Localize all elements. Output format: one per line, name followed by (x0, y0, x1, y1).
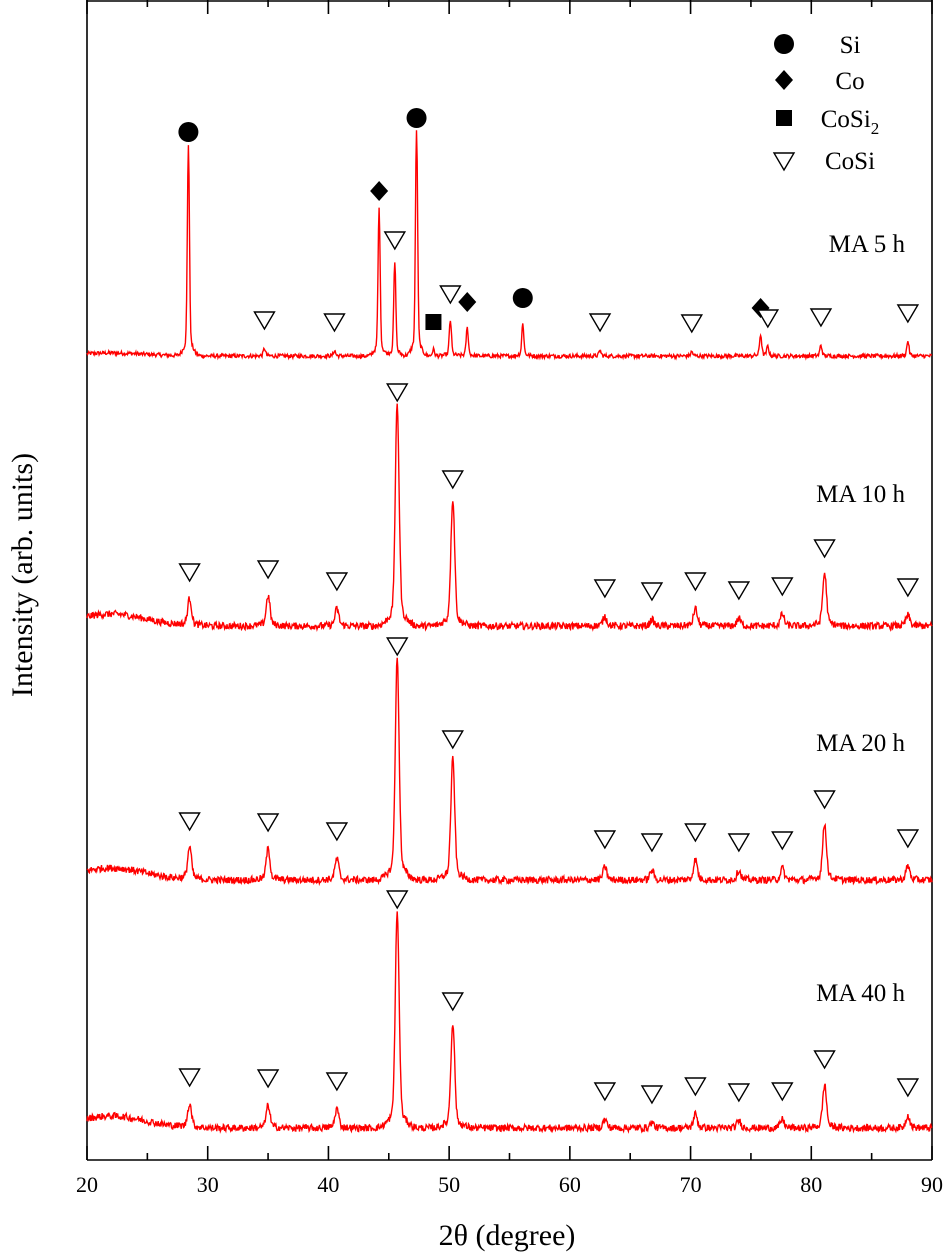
cosi-peak-marker (727, 581, 751, 601)
x-axis-ticks: 20 30 40 50 60 70 80 90 (76, 0, 943, 1197)
xrd-trace (86, 130, 932, 361)
cosi-peak-marker (809, 308, 833, 328)
cosi-peak-marker (386, 383, 409, 403)
cosi-peak-marker (325, 1072, 349, 1092)
cosi-peak-marker (727, 833, 751, 853)
legend-si-marker (774, 34, 794, 54)
cosi-peak-marker (727, 1083, 751, 1103)
cosi-peak-marker (640, 1085, 664, 1105)
x-tick-label: 50 (438, 1172, 460, 1197)
cosi-peak-marker (896, 1078, 920, 1098)
cosi-peak-marker (771, 831, 794, 851)
cosi2-peak-marker (425, 314, 442, 330)
si-peak-marker (406, 108, 427, 128)
legend-label: CoSi2 (821, 106, 880, 138)
cosi-peak-marker (323, 313, 346, 333)
cosi-peak-marker (756, 309, 780, 329)
cosi-peak-marker (178, 812, 201, 832)
cosi-peak-marker (441, 730, 464, 750)
cosi-peak-marker (813, 539, 836, 559)
peak-markers (178, 108, 920, 1105)
legend-co-marker (775, 70, 793, 90)
cosi-peak-marker (593, 830, 617, 850)
cosi-peak-marker (640, 833, 664, 853)
x-tick-label: 70 (680, 1172, 702, 1197)
y-axis-title: Intensity (arb. units) (6, 453, 39, 697)
sample-label: MA 20 h (816, 730, 905, 757)
legend: Si Co CoSi2 CoSi (772, 32, 880, 175)
sample-label: MA 5 h (829, 231, 906, 258)
sample-label: MA 40 h (816, 980, 905, 1007)
xrd-trace (86, 911, 933, 1134)
legend-cosi-marker (772, 152, 796, 172)
cosi-peak-marker (386, 890, 409, 910)
x-tick-label: 40 (317, 1172, 339, 1197)
cosi-peak-marker (813, 790, 836, 810)
cosi-peak-marker (684, 823, 707, 843)
cosi-peak-marker (325, 572, 349, 592)
legend-cosi2-marker (776, 110, 792, 126)
cosi-peak-marker (253, 311, 276, 331)
cosi-peak-marker (896, 829, 920, 849)
cosi-peak-marker (178, 1068, 201, 1088)
legend-label: CoSi (825, 148, 875, 175)
cosi-peak-marker (256, 1069, 280, 1089)
cosi-peak-marker (813, 1050, 836, 1070)
x-tick-label: 80 (800, 1172, 822, 1197)
cosi-peak-marker (178, 563, 201, 583)
cosi-peak-marker (684, 572, 707, 592)
cosi-peak-marker (896, 578, 920, 598)
cosi-peak-marker (383, 231, 407, 251)
co-peak-marker (458, 292, 477, 312)
cosi-peak-marker (593, 1082, 617, 1102)
xrd-traces (86, 130, 933, 1134)
cosi-peak-marker (441, 470, 464, 490)
x-tick-label: 20 (76, 1172, 98, 1197)
cosi-peak-marker (593, 579, 617, 599)
legend-label: Co (835, 68, 864, 95)
x-tick-label: 90 (921, 1172, 943, 1197)
x-axis-title: 2θ (degree) (439, 1219, 576, 1252)
si-peak-marker (512, 288, 533, 308)
xrd-trace (86, 657, 933, 887)
sample-labels: MA 5 h MA 10 h MA 20 h MA 40 h (816, 231, 905, 1007)
si-peak-marker (178, 122, 199, 142)
cosi-peak-marker (588, 313, 612, 333)
cosi-peak-marker (771, 577, 794, 597)
cosi-peak-marker (640, 582, 664, 602)
xrd-trace (86, 403, 933, 633)
legend-subscript: 2 (871, 119, 880, 138)
cosi-peak-marker (684, 1077, 707, 1097)
x-tick-label: 30 (197, 1172, 219, 1197)
legend-label: Si (840, 32, 861, 59)
cosi-peak-marker (256, 813, 280, 833)
cosi-peak-marker (680, 314, 704, 334)
x-tick-label: 60 (559, 1172, 581, 1197)
cosi-peak-marker (325, 822, 349, 842)
co-peak-marker (370, 181, 389, 201)
cosi-peak-marker (896, 304, 920, 324)
cosi-peak-marker (441, 992, 464, 1012)
plot-frame (86, 0, 933, 1161)
cosi-peak-marker (439, 285, 462, 305)
cosi-peak-marker (771, 1082, 794, 1102)
cosi-peak-marker (256, 560, 280, 580)
cosi-peak-marker (386, 637, 409, 657)
sample-label: MA 10 h (816, 481, 905, 508)
